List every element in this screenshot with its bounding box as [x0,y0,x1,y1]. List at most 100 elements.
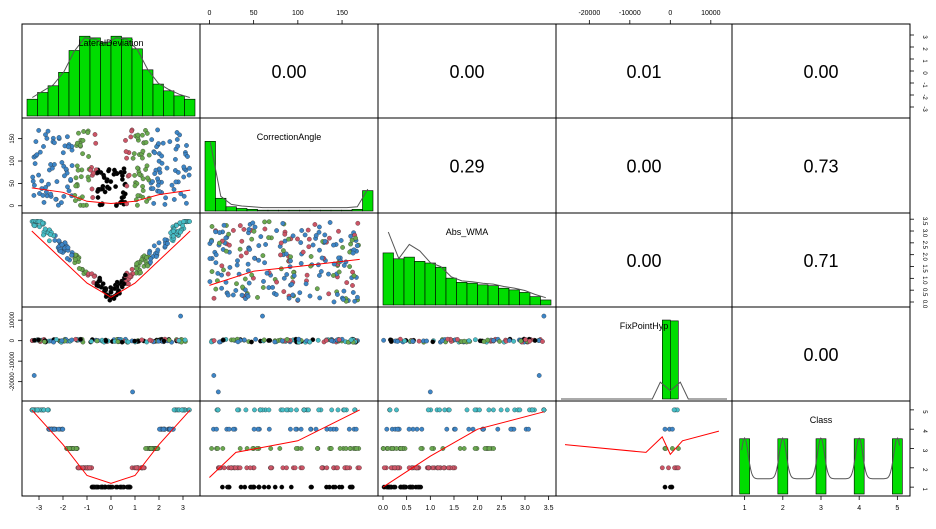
scatter-point [461,338,467,344]
scatter-point [73,175,79,181]
scatter-point [255,426,261,432]
scatter-point [349,237,355,243]
scatter-point [69,252,74,258]
scatter-point [161,338,167,344]
histogram-bar [853,438,865,495]
scatter-point [73,336,79,342]
scatter-point [181,164,187,170]
scatter-point [160,426,166,432]
x-tick-label: 2 [157,505,161,512]
scatter-point [347,446,353,451]
panel-frame [199,306,379,402]
scatter-point [355,294,360,300]
scatter-point [140,155,145,161]
scatter-point [209,446,214,451]
scatter-point [45,407,51,413]
scatter-point [207,279,213,284]
scatter-point [317,224,322,230]
scatter-point [207,256,213,261]
x-tick-label: -1 [84,505,90,512]
scatter-point [350,290,356,295]
histogram-bar [68,50,80,117]
scatter-point [252,255,257,261]
y-tick-label: 0.0 [921,300,927,309]
scatter-point [346,426,352,432]
y-tick-label: 0 [10,203,16,207]
scatter-point [339,484,345,490]
scatter-point [69,337,75,343]
scatter-point [307,339,313,345]
density-curve [387,231,546,299]
scatter-point [134,261,139,267]
scatter-point [134,266,139,271]
scatter-point [174,137,180,142]
scatter-point [135,193,141,198]
scatter-point [381,337,386,343]
scatter-point [65,134,70,140]
scatter-point [441,465,447,471]
x-tick-label: -3 [36,505,42,512]
scatter-point [336,269,342,275]
x-tick-label: 3 [819,505,823,512]
scatter-point [32,182,37,188]
y-tick-label: 3 [921,35,927,39]
scatter-point [303,281,309,287]
histogram-bar [267,209,279,212]
scatter-point [293,446,299,451]
scatter-point [169,182,175,188]
scatter-point [670,446,675,451]
scatter-point [37,149,43,155]
scatter-point [472,407,478,413]
scatter-point [466,426,472,432]
scatter-point [94,282,100,288]
scatter-point [266,484,272,490]
scatter-point [308,254,314,259]
y-tick-label: 150 [10,133,16,144]
scatter-point [209,224,215,229]
scatter-point [329,338,334,344]
scatter-point [317,273,322,278]
scatter-point [125,339,131,345]
scatter-point [305,227,311,233]
scatter-point [511,338,516,344]
scatter-point [88,167,93,173]
histogram-bar [225,206,237,212]
scatter-point [306,236,312,242]
histogram-bar [288,209,300,212]
scatter-point [100,281,106,287]
scatter-point [85,130,91,135]
y-tick-label: 1 [921,59,927,63]
scatter-point [336,228,341,234]
scatter-point [165,241,170,246]
x-tick-label: 50 [250,10,258,17]
histogram-bar [519,292,531,306]
scatter-point [250,220,256,226]
scatter-point [330,484,336,490]
y-tick-label: 2.5 [921,241,927,250]
smooth-line [564,430,720,456]
scatter-point [124,155,129,161]
scatter-point [66,188,72,194]
scatter-point [300,249,306,255]
scatter-point [119,339,125,345]
scatter-point [284,337,290,342]
scatter-point [124,183,130,189]
scatter-point [34,152,40,158]
scatter-point [76,130,81,136]
x-tick-label: 3.0 [520,505,530,512]
scatter-point [215,271,221,276]
scatter-point [466,338,472,344]
x-tick-label: 2.0 [473,505,483,512]
scatter-point [452,426,458,432]
scatter-point [278,240,284,246]
scatter-point [491,407,496,413]
histogram-bar [215,197,227,212]
scatter-point [211,295,217,301]
scatter-point [174,223,179,228]
scatter-point [260,253,266,258]
x-tick-label: 3.5 [544,505,554,512]
y-tick-label: 0 [921,71,927,75]
scatter-point [410,338,416,344]
x-tick-label: -10000 [619,10,641,17]
scatter-point [304,272,310,278]
